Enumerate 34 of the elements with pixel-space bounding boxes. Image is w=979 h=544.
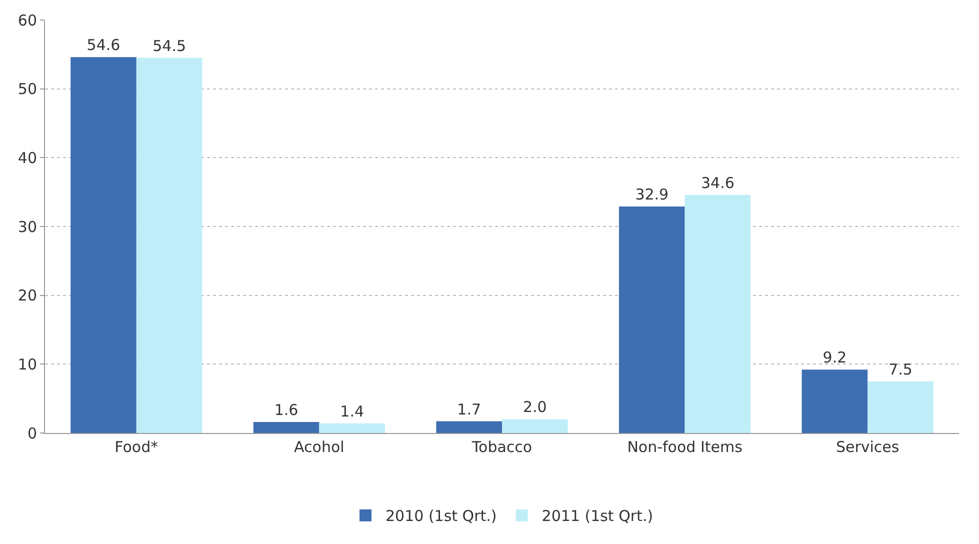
x-tick-label: Tobacco [470, 438, 532, 456]
data-label: 54.6 [86, 36, 120, 54]
data-label: 34.6 [701, 174, 734, 192]
bar [253, 422, 320, 433]
bar [136, 58, 202, 433]
y-tick-label: 40 [18, 148, 37, 167]
y-tick-label: 0 [27, 424, 37, 442]
bar [502, 419, 568, 433]
data-label: 7.5 [888, 360, 912, 378]
data-label: 9.2 [822, 348, 847, 367]
bar [802, 370, 868, 433]
y-tick-label: 10 [18, 355, 37, 374]
bar [868, 381, 934, 433]
y-tick-label: 60 [18, 11, 37, 30]
bar [70, 57, 136, 433]
data-label: 54.5 [152, 36, 186, 55]
data-label: 2.0 [522, 398, 547, 416]
legend-label: 2010 (1st Qrt.) [386, 507, 497, 526]
y-tick-label: 50 [18, 80, 37, 98]
x-tick-label: Acohol [294, 438, 344, 456]
data-label: 1.7 [457, 400, 482, 418]
x-tick-label: Food* [114, 438, 159, 456]
x-tick-label: Non-food Items [627, 438, 743, 456]
bar [319, 423, 386, 433]
data-label: 1.6 [274, 400, 298, 419]
data-label: 1.4 [340, 402, 364, 420]
bar [436, 421, 502, 433]
bar [684, 194, 751, 433]
x-tick-label: Services [836, 438, 900, 456]
y-tick-label: 30 [18, 218, 37, 236]
data-label: 32.9 [635, 186, 669, 204]
y-tick-label: 20 [18, 286, 37, 305]
legend-label: 2011 (1st Qrt.) [542, 507, 654, 526]
bar [618, 206, 685, 433]
